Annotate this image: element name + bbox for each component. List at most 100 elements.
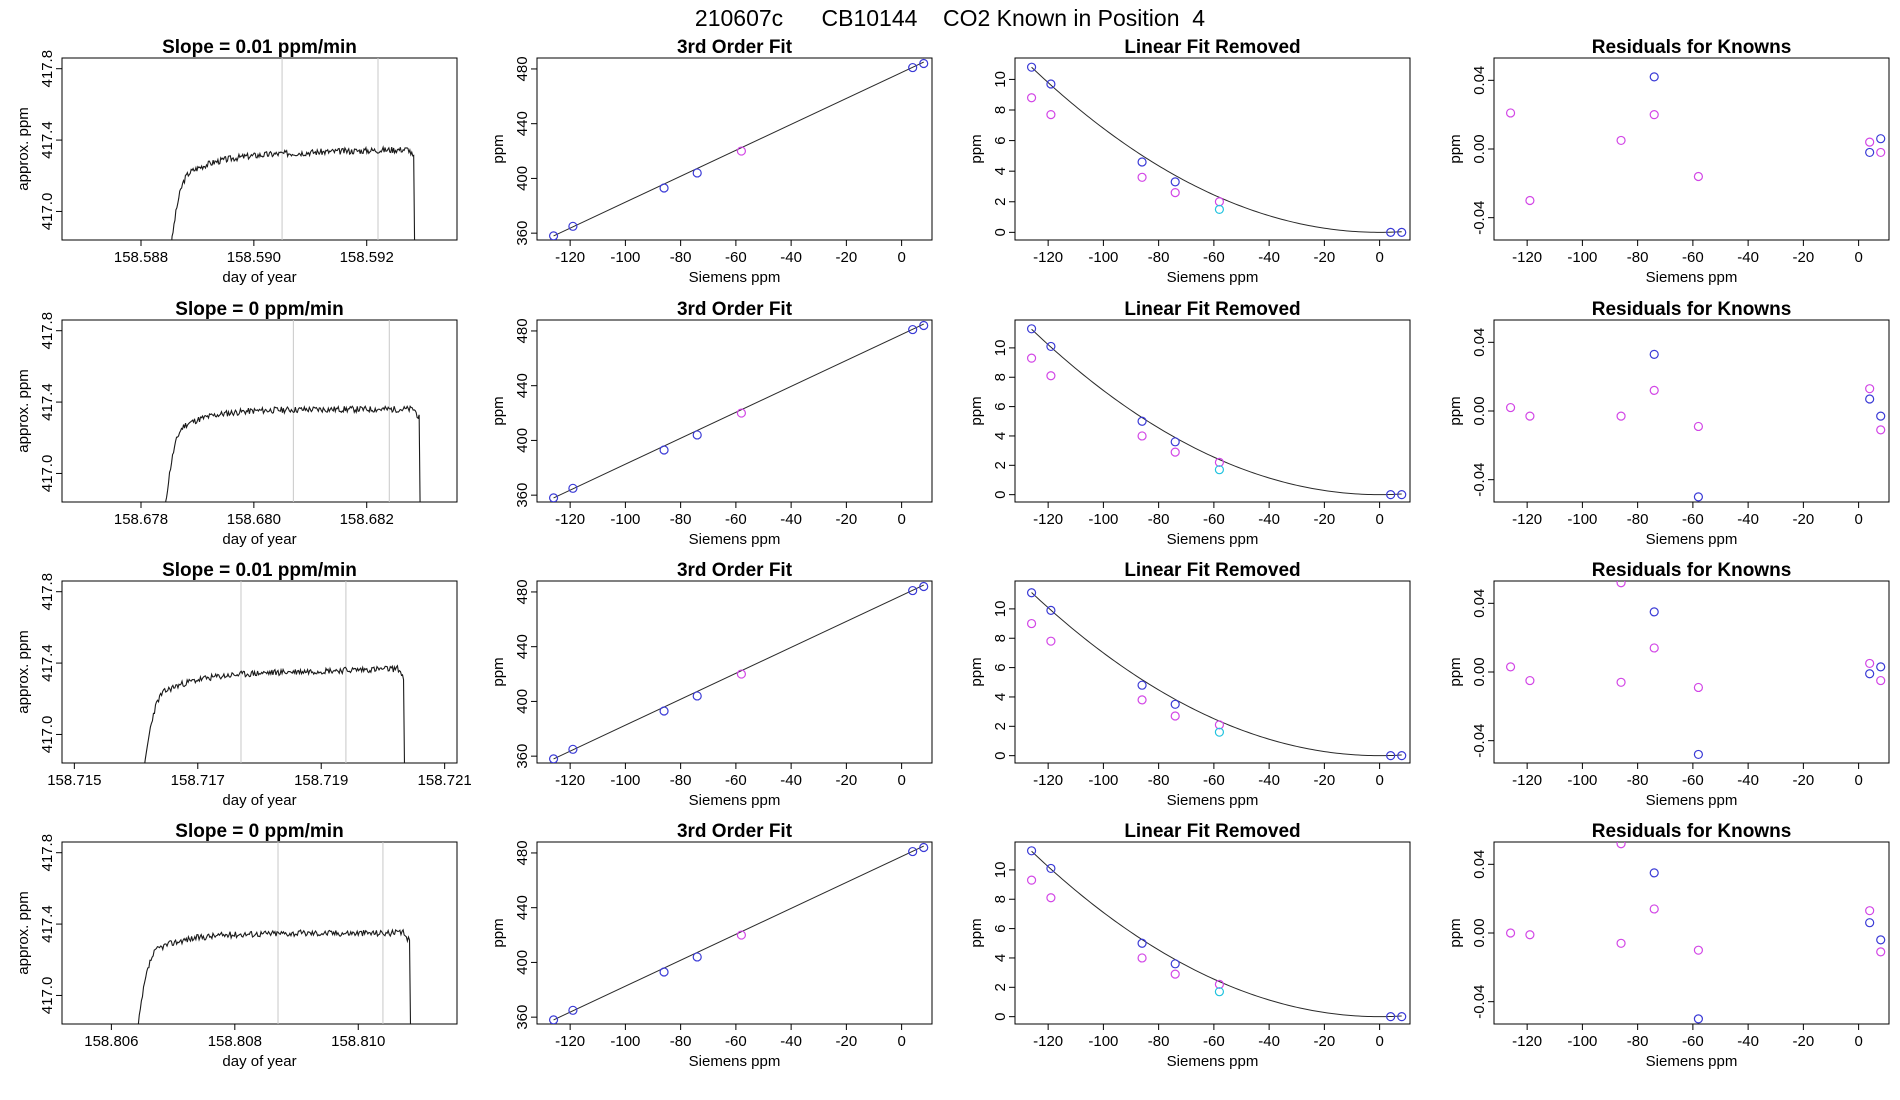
panel-r1c3-point — [1397, 227, 1407, 237]
panel-r2c3-point — [1214, 465, 1225, 475]
panel-r4c2-xtick-label: -80 — [670, 1033, 692, 1050]
panel-r2c2-ytick-label: 440 — [514, 373, 531, 398]
panel-r2c3-point — [1170, 437, 1180, 447]
panel-r2c3-frame — [1014, 319, 1411, 503]
panel-r4c2-data — [548, 842, 929, 1024]
panel-r1c4-point — [1505, 108, 1516, 118]
panel-r4c2-xtick-label: 0 — [897, 1033, 905, 1050]
panel-r2c3-ytick-label: 6 — [992, 402, 1009, 410]
panel-r2c3: Linear Fit Removed -120 -100 -80 -60 -40 -20 0 0… — [968, 299, 1411, 548]
panel-r1c4-title: Residuals for Knowns — [1592, 37, 1792, 58]
panel-r2c4-point — [1876, 425, 1886, 435]
panel-r4c1-ytick-label: 417.4 — [39, 905, 56, 943]
panel-r2c4-point — [1693, 492, 1704, 502]
panel-r4c1-title: Slope = 0 ppm/min — [175, 821, 343, 842]
panel-r1c3-ytick-label: 8 — [992, 106, 1009, 114]
panel-r1c3-point — [1214, 204, 1225, 215]
panel-r4c4-xtick-label: -80 — [1627, 1033, 1649, 1050]
panel-r1c3-ytick-label: 4 — [992, 167, 1009, 175]
panel-r2c3-ylabel: ppm — [968, 396, 985, 425]
panel-r3c3-xtick-label: -120 — [1033, 772, 1063, 789]
panel-r2c3-ytick-label: 0 — [992, 490, 1009, 498]
panel-r3c4-xtick-label: -80 — [1627, 772, 1649, 789]
panel-r1c4-point — [1865, 147, 1875, 158]
panel-r4c4-point — [1693, 1014, 1704, 1024]
panel-r2c1-ytick-label: 417.8 — [39, 312, 56, 350]
panel-r3c2-point — [568, 744, 578, 754]
panel-r3c4-point — [1616, 581, 1626, 588]
panel-r4c2-xtick-label: -100 — [610, 1033, 640, 1050]
panel-r3c3-xtick-label: -60 — [1203, 772, 1225, 789]
panel-r4c4-ylabel: ppm — [1447, 918, 1464, 947]
panel-r2c2-xtick-label: 0 — [897, 511, 905, 528]
panel-r1c3-xtick-label: -100 — [1088, 249, 1118, 266]
panel-r4c2-point — [919, 842, 929, 853]
panel-r1c2-point — [908, 62, 918, 73]
panel-r2c2-point — [692, 430, 702, 440]
panel-r4c3-xtick-label: -40 — [1258, 1033, 1280, 1050]
panel-r1c4-xtick-label: -100 — [1567, 249, 1597, 266]
panel-r2c3-xtick-label: -60 — [1203, 511, 1225, 528]
panel-r4c4-xlabel: Siemens ppm — [1646, 1053, 1738, 1070]
panel-r3c3-xtick-label: -20 — [1314, 772, 1336, 789]
panel-r3c3-point — [1026, 588, 1037, 598]
panel-r2c4-point — [1876, 411, 1886, 421]
panel-r4c3-point — [1046, 893, 1056, 903]
panel-r2c1-xtick-label: 158.680 — [227, 511, 281, 528]
panel-r2c2-point — [919, 320, 929, 331]
panel-r3c1-ylabel: approx. ppm — [15, 630, 32, 713]
panel-r4c4-title: Residuals for Knowns — [1592, 821, 1792, 842]
panel-r1c2-ytick-label: 480 — [514, 56, 531, 81]
panel-r1c2-xtick-label: -80 — [670, 249, 692, 266]
panel-r3c3-xtick-label: 0 — [1375, 772, 1383, 789]
panel-r4c3-ytick-label: 0 — [992, 1012, 1009, 1020]
panel-r1c1-ylabel: approx. ppm — [15, 107, 32, 190]
panel-r4c2-point — [692, 952, 702, 962]
panel-r3c2-ytick-label: 360 — [514, 744, 531, 769]
panel-r4c3-xtick-label: -100 — [1088, 1033, 1118, 1050]
panel-r3c3-ytick-label: 10 — [992, 601, 1009, 618]
panel-r1c4-point — [1525, 195, 1535, 206]
panel-r1c4-frame — [1493, 57, 1890, 241]
panel-r4c3-point — [1137, 953, 1147, 963]
panel-r3c1-ytick-label: 417.8 — [39, 573, 56, 611]
panel-r1c3-title: Linear Fit Removed — [1124, 37, 1300, 58]
panel-r3c1-frame — [61, 580, 458, 764]
panel-r4c3-data — [1026, 846, 1407, 1022]
panel-r4c2-frame — [536, 841, 933, 1025]
panel-r3c2-xtick-label: 0 — [897, 772, 905, 789]
panel-r1c3-xtick-label: -20 — [1314, 249, 1336, 266]
panel-r2c3-xlabel: Siemens ppm — [1167, 531, 1259, 548]
panel-r1c3-frame — [1014, 57, 1411, 241]
panel-r1c2-point — [736, 146, 747, 156]
panel-r2c4-point — [1525, 411, 1535, 421]
panel-r3c4-xlabel: Siemens ppm — [1646, 792, 1738, 809]
panel-r4c4-ytick-label: -0.04 — [1471, 985, 1488, 1019]
panel-r3c2-xtick-label: -120 — [555, 772, 585, 789]
panel-r3c2-xtick-label: -80 — [670, 772, 692, 789]
panel-r2c2: 3rd Order Fit -120 -100 -80 -60 -40 -20 0 360 400… — [490, 299, 933, 548]
panel-r4c1-frame — [61, 841, 458, 1025]
panel-r2c1-xtick-label: 158.678 — [114, 511, 168, 528]
panel-r1c1-xlabel: day of year — [222, 269, 296, 286]
panel-r3c1-xtick-label: 158.719 — [294, 772, 348, 789]
panel-r4c4-data — [1505, 842, 1886, 1024]
panel-r3c4: Residuals for Knowns -120 -100 -80 -60 -40 -20… — [1447, 560, 1890, 809]
panel-r3c2-xtick-label: -40 — [780, 772, 802, 789]
panel-r3c2-frame — [536, 580, 933, 764]
panel-r1c2-point — [919, 58, 929, 69]
panel-grid: Slope = 0.01 ppm/min 158.588 158.590 158.59… — [15, 37, 1890, 1070]
panel-r4c3-point — [1026, 846, 1037, 856]
panel-r3c4-point — [1865, 669, 1875, 679]
panel-r2c4-ytick-label: 0.00 — [1471, 396, 1488, 425]
panel-r1c2-ytick-label: 360 — [514, 221, 531, 246]
panel-r2c4-xtick-label: -60 — [1682, 511, 1704, 528]
panel-r2c3-xtick-label: -120 — [1033, 511, 1063, 528]
panel-r3c3-xtick-label: -80 — [1148, 772, 1170, 789]
panel-r1c3-point — [1046, 79, 1056, 89]
panel-r2c3-ytick-label: 2 — [992, 461, 1009, 469]
panel-r1c2-fit-line — [553, 61, 924, 237]
panel-r1c3-point — [1026, 93, 1037, 103]
panel-r4c1-data — [137, 842, 412, 1024]
panel-r1c2-point — [692, 168, 702, 178]
